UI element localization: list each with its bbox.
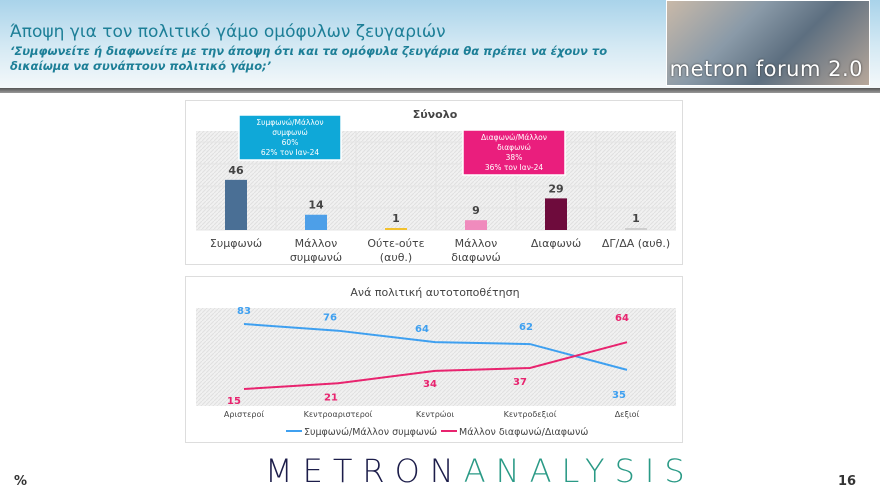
header-divider — [0, 88, 880, 93]
x-tick-label: Συμφωνώ — [210, 237, 262, 250]
bar-5 — [625, 228, 647, 230]
legend-label: Συμφωνώ/Μάλλον συμφωνώ — [304, 427, 437, 438]
data-label: 34 — [423, 379, 437, 390]
x-tick-label: Διαφωνώ — [531, 237, 581, 250]
data-label: 76 — [323, 313, 337, 324]
page-title: Άποψη για τον πολιτικό γάμο ομόφυλων ζευ… — [10, 22, 446, 42]
logo-part-metron: METRON — [265, 452, 464, 490]
x-tick-label: Δεξιοί — [615, 410, 640, 419]
x-tick-label: Ούτε-ούτε — [367, 237, 424, 250]
bar-chart-panel: Σύνολο 46 Συμφωνώ 14 Μάλλον συμφωνώ 1 Ούτε-ούτε… — [185, 100, 683, 265]
annotation-text: 38% — [506, 153, 523, 162]
logo-part-analysis: ANALYSIS — [463, 452, 695, 490]
plot-area — [196, 308, 676, 406]
x-tick-label: διαφωνώ — [451, 251, 501, 264]
bar-3 — [465, 220, 487, 230]
annotation-box — [462, 129, 566, 176]
data-label: 15 — [227, 396, 241, 407]
page-subtitle: ‘Συμφωνείτε ή διαφωνείτε με την άποψη ότ… — [10, 44, 608, 73]
x-tick-label: Κεντροδεξιοί — [504, 410, 557, 419]
x-tick-label: Μάλλον — [295, 237, 338, 250]
annotation-text: συμφωνώ — [272, 128, 308, 137]
chart-title: Σύνολο — [413, 108, 458, 121]
data-label: 29 — [548, 182, 563, 195]
annotation-text: Συμφωνώ/Μάλλον — [256, 118, 323, 127]
bar-4 — [545, 198, 567, 230]
annotation-text: 62% τον Ιαν-24 — [261, 148, 320, 157]
page-number: 16 — [838, 474, 857, 489]
header: Άποψη για τον πολιτικό γάμο ομόφυλων ζευ… — [0, 0, 880, 88]
data-label: 1 — [632, 212, 640, 225]
x-tick-label: Κεντρώοι — [416, 409, 455, 419]
bar-1 — [305, 214, 327, 230]
x-tick-label: Αριστεροί — [224, 410, 264, 419]
x-tick-label: συμφωνώ — [290, 251, 342, 264]
data-label: 64 — [615, 313, 629, 324]
data-label: 37 — [513, 377, 527, 388]
annotation-text: 60% — [282, 138, 299, 147]
annotation-text: Διαφωνώ/Μάλλον — [481, 133, 547, 142]
bar-chart: Σύνολο46Συμφωνώ14Μάλλονσυμφωνώ1Ούτε-ούτε… — [196, 108, 676, 264]
line-chart-panel: Ανά πολιτική αυτοτοποθέτηση 83 76 64 62 35 Συμ… — [185, 276, 683, 443]
annotation-text: διαφωνώ — [497, 143, 531, 152]
bar-2 — [385, 228, 407, 230]
unit-label: % — [14, 474, 28, 489]
data-label: 64 — [415, 324, 429, 335]
data-label: 21 — [324, 392, 338, 403]
data-label: 9 — [472, 204, 480, 217]
metron-forum-logo: metron forum 2.0 — [666, 0, 870, 86]
series-line-1 — [243, 341, 628, 391]
x-tick-label: (αυθ.) — [380, 251, 412, 264]
chart-title: Ανά πολιτική αυτοτοποθέτηση — [350, 286, 519, 299]
series-line-0 — [243, 323, 628, 371]
x-tick-label: ΔΓ/ΔΑ (αυθ.) — [602, 237, 670, 250]
annotation-text: 36% τον Ιαν-24 — [485, 163, 544, 172]
logo-text: metron forum 2.0 — [669, 57, 863, 81]
data-label: 1 — [392, 212, 400, 225]
data-label: 35 — [612, 390, 626, 401]
data-label: 14 — [308, 199, 324, 212]
x-tick-label: Μάλλον — [455, 237, 498, 250]
bar-0 — [225, 179, 247, 230]
data-label: 62 — [519, 322, 533, 333]
data-label: 46 — [228, 164, 244, 177]
metron-analysis-logo: METRONANALYSIS — [265, 452, 695, 490]
legend-label: Μάλλον διαφωνώ/Διαφωνώ — [459, 427, 588, 438]
annotation-box — [238, 114, 342, 161]
line-chart: Ανά πολιτική αυτοτοποθέτηση 83 76 64 62 35 Συμ… — [196, 286, 676, 438]
x-tick-label: Κεντροαριστεροί — [304, 410, 373, 419]
data-label: 83 — [237, 306, 251, 317]
